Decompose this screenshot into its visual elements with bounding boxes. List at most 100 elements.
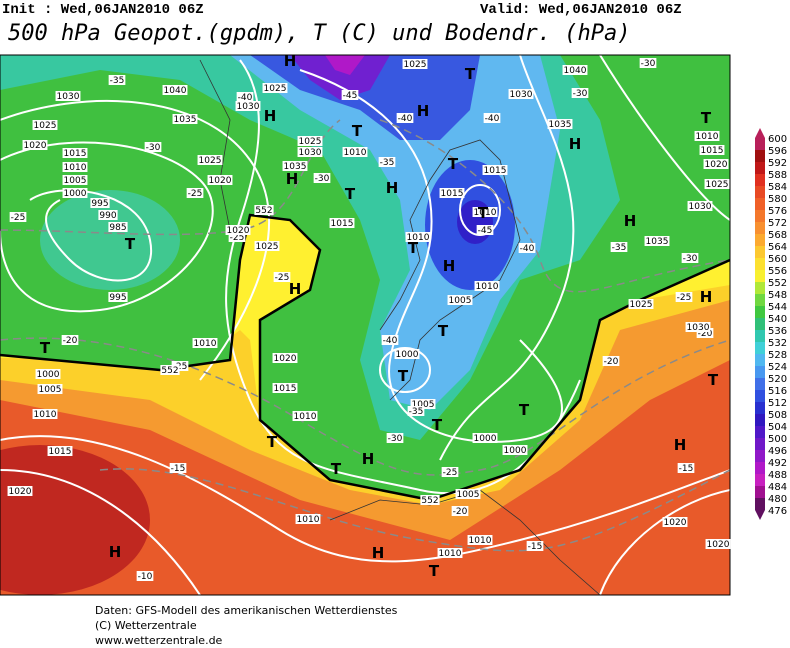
- label-box: [61, 335, 79, 345]
- map-area: [0, 55, 730, 595]
- label-box: [381, 335, 399, 345]
- pressure-center: T: [519, 401, 530, 419]
- pressure-center: H: [700, 288, 713, 306]
- colorbar-segment: [755, 210, 765, 222]
- label-box: [192, 338, 218, 348]
- contour-label: 1025: [256, 242, 279, 252]
- contour-label: -25: [443, 468, 458, 478]
- label-box: [47, 446, 73, 456]
- label-box: [571, 88, 589, 98]
- label-box: [55, 91, 81, 101]
- label-box: [455, 489, 481, 499]
- contour-label: -25: [230, 233, 245, 243]
- footer-line: www.wetterzentrale.de: [95, 634, 223, 647]
- pressure-center: H: [284, 52, 297, 70]
- pressure-center: H: [569, 135, 582, 153]
- colorbar-segment: [755, 162, 765, 174]
- colorbar-label: 588: [768, 170, 787, 181]
- colorbar-label: 564: [768, 242, 787, 253]
- pressure-center: H: [443, 257, 456, 275]
- contour-label: -20: [604, 357, 619, 367]
- label-box: [644, 236, 670, 246]
- colorbar-label: 484: [768, 482, 787, 493]
- label-box: [236, 92, 254, 102]
- label-box: [407, 406, 425, 416]
- label-box: [295, 514, 321, 524]
- contour-label: 1020: [664, 518, 687, 528]
- colorbar-segment: [755, 378, 765, 390]
- label-box: [662, 517, 688, 527]
- contour-label: 1030: [689, 202, 712, 212]
- pressure-center: H: [362, 450, 375, 468]
- colorbar-segment: [755, 414, 765, 426]
- label-box: [441, 467, 459, 477]
- colorbar-segment: [755, 306, 765, 318]
- label-box: [341, 90, 359, 100]
- colorbar-label: 568: [768, 230, 787, 241]
- label-box: [394, 349, 420, 359]
- colorbar-segment: [755, 234, 765, 246]
- label-box: [602, 356, 620, 366]
- valid-time: Valid: Wed,06JAN2010 06Z: [480, 2, 682, 18]
- label-box: [472, 433, 498, 443]
- contour-label: 552: [161, 366, 178, 376]
- label-box: [526, 541, 544, 551]
- colorbar-arrow: [755, 510, 765, 520]
- contour-label: -40: [520, 244, 535, 254]
- label-box: [677, 463, 695, 473]
- contour-label: 1010: [407, 233, 430, 243]
- contour-label: 1020: [227, 226, 250, 236]
- label-box: [186, 188, 204, 198]
- map-title: 500 hPa Geopot.(gpdm), T (C) und Bodendr…: [8, 21, 631, 46]
- label-box: [197, 155, 223, 165]
- contour-label: 1010: [194, 339, 217, 349]
- pressure-center: T: [429, 562, 440, 580]
- contour-label: 1010: [34, 410, 57, 420]
- pressure-center: T: [345, 185, 356, 203]
- label-box: [639, 58, 657, 68]
- contour-label: 1000: [396, 350, 419, 360]
- colorbar-label: 596: [768, 146, 787, 157]
- contour-label: 1025: [299, 137, 322, 147]
- contour-label: 1015: [484, 166, 507, 176]
- label-box: [482, 165, 508, 175]
- contour-label: 1030: [299, 148, 322, 158]
- colorbar-segment: [755, 462, 765, 474]
- label-box: [171, 361, 189, 371]
- label-box: [62, 188, 88, 198]
- label-box: [628, 299, 654, 309]
- colorbar-segment: [755, 486, 765, 498]
- label-box: [410, 399, 436, 409]
- contour-label: 1000: [474, 434, 497, 444]
- label-box: [292, 411, 318, 421]
- contour-label: 1010: [297, 515, 320, 525]
- contour-label: -40: [398, 114, 413, 124]
- pressure-center: H: [289, 280, 302, 298]
- colorbar-segment: [755, 342, 765, 354]
- pressure-center: H: [386, 179, 399, 197]
- colorbar-segment: [755, 474, 765, 486]
- colorbar-segment: [755, 270, 765, 282]
- colorbar-label: 560: [768, 254, 787, 265]
- init-time: Init : Wed,06JAN2010 06Z: [2, 2, 204, 18]
- label-box: [610, 242, 628, 252]
- contour-label: 1025: [630, 300, 653, 310]
- label-box: [160, 365, 180, 375]
- pressure-center: T: [432, 416, 443, 434]
- contour-label: 1015: [331, 219, 354, 229]
- label-box: [420, 495, 440, 505]
- contour-label: 1020: [707, 540, 730, 550]
- contour-label: 1025: [264, 84, 287, 94]
- label-box: [162, 85, 188, 95]
- label-box: [467, 535, 493, 545]
- contour-label: 1035: [174, 115, 197, 125]
- label-box: [342, 147, 368, 157]
- pressure-center: H: [417, 102, 430, 120]
- contour-label: 552: [255, 206, 272, 216]
- label-box: [90, 198, 110, 208]
- pressure-center: H: [109, 543, 122, 561]
- contour-label: -40: [238, 93, 253, 103]
- contour-label: 995: [91, 199, 108, 209]
- contour-label: 1005: [412, 400, 435, 410]
